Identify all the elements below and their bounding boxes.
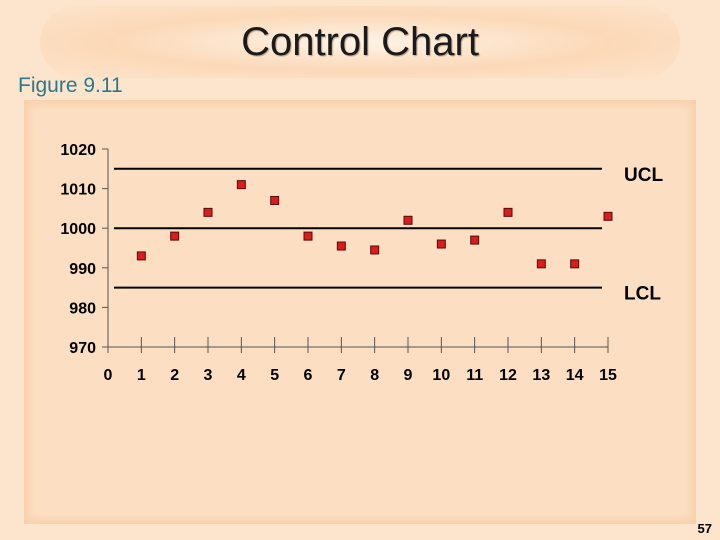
data-point [270, 195, 280, 205]
y-tick-label: 970 [69, 340, 96, 357]
data-point [403, 215, 413, 225]
y-tick-label: 1020 [60, 142, 96, 159]
y-tick-label: 1000 [60, 221, 96, 238]
data-point [236, 180, 246, 190]
data-point [203, 207, 213, 217]
x-tick-label: 6 [304, 367, 313, 384]
y-tick-label: 980 [69, 300, 96, 317]
x-tick-label: 10 [432, 367, 450, 384]
page-title: Control Chart [241, 20, 479, 64]
chart-panel [24, 100, 696, 524]
data-point [503, 207, 513, 217]
page-number: 57 [697, 521, 712, 536]
data-point [570, 259, 580, 269]
x-tick-label: 11 [466, 367, 483, 384]
data-point [603, 211, 613, 221]
data-point [336, 241, 346, 251]
data-point [170, 231, 180, 241]
figure-caption: Figure 9.11 [18, 74, 123, 97]
x-tick-label: 9 [404, 367, 413, 384]
lcl-label: LCL [624, 284, 661, 305]
y-tick-label: 990 [69, 261, 96, 278]
x-tick-label: 15 [599, 367, 617, 384]
x-tick-label: 7 [337, 367, 346, 384]
ucl-label: UCL [624, 165, 663, 186]
x-tick-label: 13 [532, 367, 550, 384]
x-tick-label: 5 [270, 367, 279, 384]
x-tick-label: 0 [104, 367, 113, 384]
x-tick-label: 14 [566, 367, 584, 384]
data-point [536, 259, 546, 269]
reference-lines: UCL LCL [114, 165, 663, 305]
data-point [303, 231, 313, 241]
data-point [136, 251, 146, 261]
y-tick-label: 1010 [60, 182, 96, 199]
x-tick-label: 4 [237, 367, 246, 384]
x-tick-label: 2 [170, 367, 179, 384]
data-point [470, 235, 480, 245]
x-tick-label: 3 [204, 367, 213, 384]
x-tick-label: 12 [499, 367, 517, 384]
title-banner [40, 6, 680, 78]
data-point [436, 239, 446, 249]
data-point [370, 245, 380, 255]
x-tick-label: 1 [137, 367, 146, 384]
data-points [136, 180, 613, 269]
x-tick-label: 8 [370, 367, 379, 384]
